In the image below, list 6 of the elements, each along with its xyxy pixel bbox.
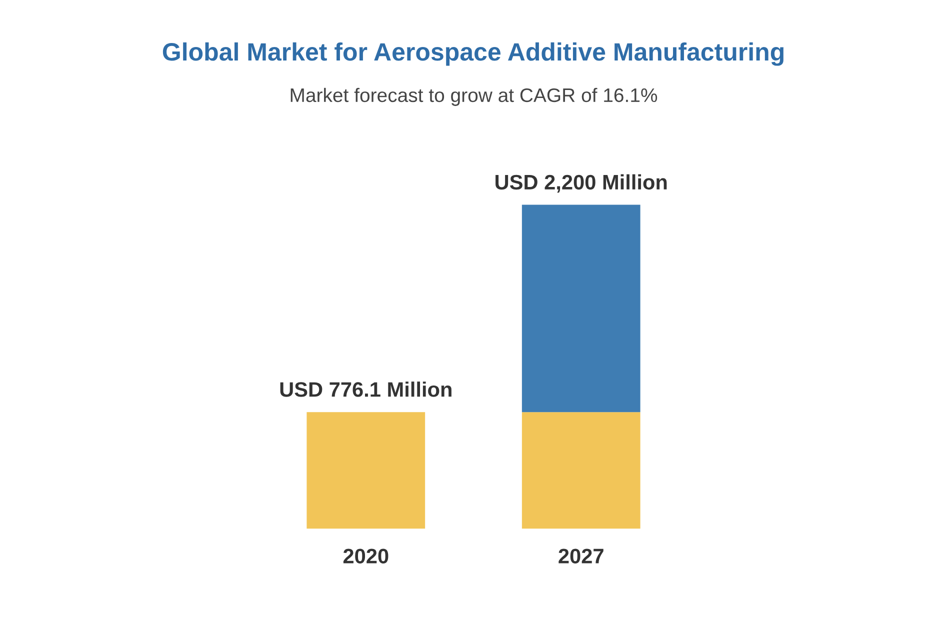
x-tick-label: 2027 — [558, 548, 604, 564]
chart-subtitle: Market forecast to grow at CAGR of 16.1% — [290, 88, 658, 106]
x-tick-label: 2020 — [343, 548, 388, 564]
chart-title: Global Market for Aerospace Additive Manufacturing — [162, 42, 784, 66]
total-label: USD 776.1 Million — [280, 382, 452, 397]
total-label: USD 2,200 Million — [496, 174, 667, 193]
